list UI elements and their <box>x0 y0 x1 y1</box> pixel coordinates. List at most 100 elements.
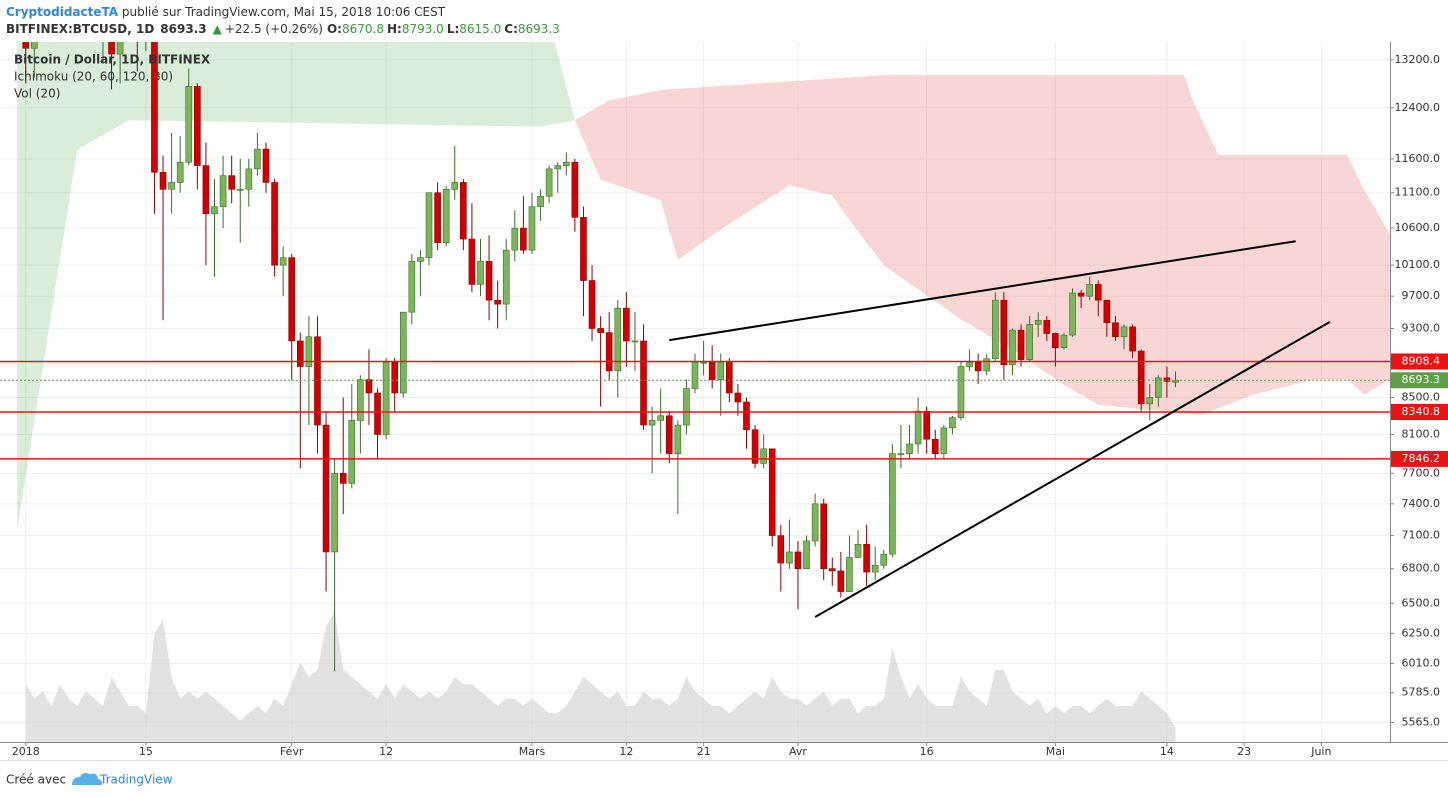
candle-body <box>717 361 725 380</box>
candle-body <box>374 392 381 435</box>
quote-line: BITFINEX:BTCUSD, 1D 8693.3 ▲ +22.5 (+0.26%)… <box>6 22 560 36</box>
candle-body <box>683 388 690 426</box>
y-tick-label: 10100.0 <box>1395 258 1441 271</box>
candle-body <box>708 361 716 380</box>
candle-body <box>271 182 278 266</box>
candle-body <box>700 361 707 364</box>
candle-body <box>897 453 905 455</box>
candle-body <box>1026 324 1033 360</box>
candle-body <box>236 188 244 191</box>
candle-body <box>365 379 373 394</box>
candle-body <box>571 161 579 218</box>
candle-body <box>31 42 38 49</box>
candle-body <box>562 161 570 166</box>
level-label: 7846.2 <box>1402 452 1441 465</box>
candle-body <box>614 307 622 372</box>
candle-body <box>811 503 819 542</box>
candle-body <box>442 188 450 244</box>
candle-body <box>743 401 750 431</box>
candle-body <box>485 261 493 301</box>
volume-area <box>25 612 1176 742</box>
legend-symbol: Bitcoin / Dollar, 1D, BITFINEX <box>14 53 211 67</box>
candle-body <box>1146 397 1154 405</box>
candle-body <box>674 424 682 454</box>
footer-brand[interactable]: TradingView <box>99 773 173 787</box>
candle-body <box>116 42 124 55</box>
x-tick-label: Juin <box>1310 745 1331 758</box>
candle-body <box>931 438 939 454</box>
candle-body <box>305 336 313 367</box>
candle-body <box>940 427 948 454</box>
candle-body <box>957 366 965 418</box>
candle-body <box>734 392 742 403</box>
candle-body <box>949 417 956 429</box>
o-label: O: <box>327 22 342 36</box>
candle-body <box>623 307 630 342</box>
candle-body <box>537 195 544 207</box>
candle-body <box>751 429 759 464</box>
candle-body <box>880 553 888 566</box>
candle-body <box>22 42 30 49</box>
candle-body <box>837 570 845 592</box>
candle-body <box>1017 329 1025 360</box>
candle-body <box>1069 292 1076 336</box>
y-tick-label: 6010.0 <box>1402 656 1441 669</box>
candle-body <box>425 192 433 258</box>
last: 8693.3 <box>160 22 206 36</box>
candle-body <box>871 565 879 573</box>
y-tick-label: 7700.0 <box>1402 466 1441 479</box>
candle-body <box>417 257 424 262</box>
candle-body <box>297 340 304 367</box>
candle-body <box>1060 334 1068 348</box>
candle-body <box>451 182 459 190</box>
brand-logo <box>72 773 103 785</box>
c: 8693.3 <box>518 22 560 36</box>
candle-body <box>794 551 802 569</box>
x-tick-label: Avr <box>789 745 807 758</box>
candle-body <box>846 557 853 592</box>
candle-body <box>408 261 416 313</box>
ichimoku-cloud <box>574 75 1390 415</box>
candle-body <box>528 206 536 251</box>
y-tick-label: 6500.0 <box>1402 596 1441 609</box>
candle-body <box>391 361 398 394</box>
candle-body <box>219 175 227 207</box>
header-line: CryptodidacteTA publié sur TradingView.c… <box>6 5 446 19</box>
candle-body <box>983 358 991 372</box>
candle-body <box>597 328 604 333</box>
y-tick-label: 11600.0 <box>1395 152 1441 165</box>
candle-body <box>382 361 390 435</box>
trend-line <box>669 240 1296 342</box>
candle-body <box>974 361 982 372</box>
candle-body <box>648 420 656 426</box>
candle-body <box>1172 379 1179 383</box>
candle-body <box>322 424 330 553</box>
candle-body <box>588 280 596 329</box>
candle-body <box>348 420 356 484</box>
x-tick-label: 23 <box>1237 745 1251 758</box>
candle-body <box>923 410 930 440</box>
candle-body <box>1077 292 1085 297</box>
author[interactable]: CryptodidacteTA <box>6 5 119 19</box>
candle-body <box>331 473 338 553</box>
level-label-bg <box>1391 353 1448 370</box>
y-tick-label: 5565.0 <box>1402 715 1441 728</box>
candle-body <box>1112 322 1119 338</box>
legend-volume: Vol (20) <box>14 87 60 101</box>
y-tick-label: 13200.0 <box>1395 53 1441 66</box>
x-tick-label: 2018 <box>12 745 40 758</box>
candle-body <box>786 551 793 564</box>
candle-body <box>176 161 184 183</box>
candle-body <box>726 361 733 394</box>
y-tick-label: 5785.0 <box>1402 686 1441 699</box>
candle-body <box>580 217 587 281</box>
ichimoku-cloud <box>17 42 575 531</box>
candle-body <box>914 410 922 445</box>
candle-body <box>545 168 553 197</box>
y-tick-label: 9300.0 <box>1402 321 1441 334</box>
footer-made-with: Créé avec <box>6 773 66 787</box>
candle-body <box>494 299 501 305</box>
candle-body <box>1103 299 1111 324</box>
y-tick-label: 6250.0 <box>1402 626 1441 639</box>
candle-body <box>202 165 210 215</box>
